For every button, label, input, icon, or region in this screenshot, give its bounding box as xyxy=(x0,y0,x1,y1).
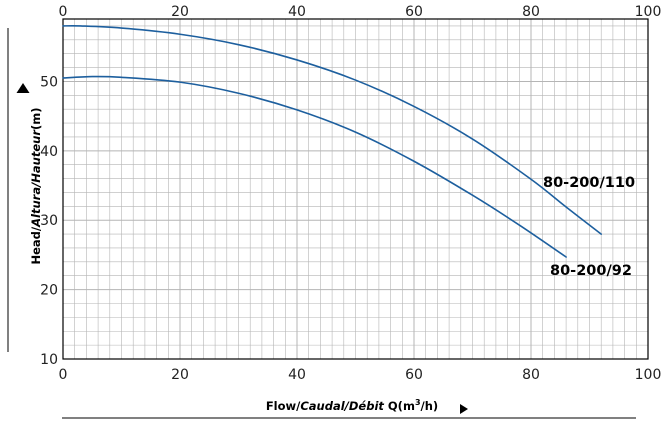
x-tick-label-top: 100 xyxy=(635,4,662,20)
plot-frame xyxy=(62,18,649,360)
x-tick-label-bottom: 60 xyxy=(405,367,423,383)
x-tick-label-top: 0 xyxy=(59,4,68,20)
series-line-0 xyxy=(62,24,602,235)
series-label-80-200-92: 80-200/92 xyxy=(550,263,632,279)
tick-labels: 0 0 20 20 40 40 60 60 80 80 100 100 10 20 30 40 50 xyxy=(40,4,661,383)
y-axis-arrow-icon xyxy=(16,83,30,93)
series-lines xyxy=(62,24,602,258)
y-tick-label: 50 xyxy=(40,74,58,90)
x-tick-label-bottom: 100 xyxy=(635,367,662,383)
x-tick-label-bottom: 40 xyxy=(288,367,306,383)
y-tick-label: 30 xyxy=(40,213,58,229)
x-tick-label-bottom: 0 xyxy=(59,367,68,383)
x-tick-label-top: 20 xyxy=(171,4,189,20)
y-axis-title: Head/Altura/Hauteur(m) xyxy=(29,107,43,264)
x-axis-arrow-icon xyxy=(460,404,468,414)
series-label-80-200-110: 80-200/110 xyxy=(543,175,635,191)
x-tick-label-top: 60 xyxy=(405,4,423,20)
y-tick-label: 10 xyxy=(40,352,58,368)
x-tick-label-top: 40 xyxy=(288,4,306,20)
x-axis-title: Flow/Caudal/Débit Q(m3/h) xyxy=(266,398,438,413)
series-line-1 xyxy=(62,75,567,258)
y-tick-label: 20 xyxy=(40,283,58,299)
x-tick-label-bottom: 20 xyxy=(171,367,189,383)
x-tick-label-bottom: 80 xyxy=(522,367,540,383)
x-tick-label-top: 80 xyxy=(522,4,540,20)
y-tick-label: 40 xyxy=(40,144,58,160)
